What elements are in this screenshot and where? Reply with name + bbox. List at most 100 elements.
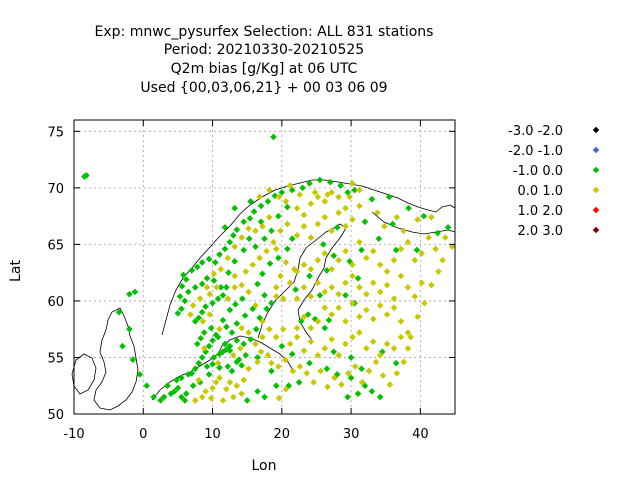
data-point (191, 284, 199, 291)
data-point (390, 304, 398, 312)
data-point (263, 305, 270, 313)
data-point (376, 261, 384, 269)
data-point (206, 311, 214, 318)
data-point (420, 212, 428, 220)
data-point (182, 390, 190, 397)
data-point (296, 191, 304, 198)
data-point (289, 367, 297, 375)
legend-label: -3.0 -2.0 (508, 124, 563, 139)
data-point (306, 359, 313, 367)
data-point (349, 272, 356, 280)
data-point (288, 235, 296, 243)
data-point (288, 350, 296, 358)
data-point (349, 216, 356, 223)
data-point (272, 382, 280, 390)
data-point (335, 256, 342, 264)
data-point (224, 254, 232, 262)
data-point (390, 295, 398, 302)
data-point (306, 180, 313, 187)
data-point (209, 299, 216, 307)
data-point (217, 284, 225, 291)
grid-lines (74, 120, 455, 414)
data-point (439, 256, 446, 264)
data-point (390, 256, 398, 264)
data-point (203, 275, 211, 282)
data-point (266, 186, 273, 194)
data-point (342, 317, 349, 325)
data-point (210, 270, 218, 278)
data-point (249, 261, 257, 269)
data-point (216, 251, 223, 258)
data-point (331, 374, 338, 382)
data-point (243, 397, 251, 404)
data-point (200, 329, 208, 336)
data-point (198, 354, 206, 361)
legend-label: 2.0 3.0 (518, 224, 563, 239)
data-point (327, 178, 334, 186)
data-point (210, 354, 218, 361)
data-point (221, 224, 229, 231)
data-point (219, 397, 227, 404)
data-point (157, 397, 164, 404)
data-point (216, 364, 223, 371)
data-point (203, 363, 211, 370)
data-point (194, 263, 201, 271)
data-point (363, 306, 370, 314)
data-point (214, 359, 222, 367)
data-point (261, 393, 268, 401)
data-point (397, 245, 405, 253)
data-point (300, 261, 308, 269)
data-point (242, 351, 250, 359)
data-point (293, 333, 301, 341)
data-point (212, 379, 220, 386)
data-point (328, 311, 335, 318)
data-point (281, 356, 289, 364)
data-point (216, 374, 223, 382)
data-point (376, 302, 384, 309)
data-point (178, 282, 186, 290)
legend-marker (592, 206, 600, 214)
data-point (189, 302, 197, 309)
data-point (300, 222, 308, 230)
data-point (252, 243, 259, 250)
data-point (376, 288, 384, 296)
data-point (241, 312, 249, 319)
data-point (316, 176, 324, 184)
data-point (358, 379, 366, 386)
data-point (178, 374, 185, 382)
data-point (226, 379, 234, 386)
data-point (129, 356, 137, 364)
legend-entry: 2.0 3.0 (518, 224, 600, 239)
y-tick-label: 65 (47, 238, 64, 253)
data-point (297, 317, 305, 325)
data-point (240, 218, 248, 226)
data-point (335, 209, 342, 217)
data-point (188, 369, 196, 377)
title-line-1: Exp: mnwc_pysurfex Selection: ALL 831 st… (95, 24, 434, 40)
data-point (381, 222, 388, 230)
data-point (411, 293, 419, 300)
data-point (202, 303, 209, 310)
data-point (223, 323, 230, 331)
data-point (286, 182, 294, 189)
data-point (185, 288, 192, 296)
data-point (368, 388, 376, 395)
legend-entry: 0.0 1.0 (518, 184, 600, 199)
data-point (228, 367, 236, 375)
data-point (206, 290, 214, 298)
data-point (320, 241, 327, 248)
legend-entry: -1.0 0.0 (513, 164, 600, 179)
data-point (259, 222, 266, 230)
data-points (81, 133, 456, 404)
x-tick-label: 10 (204, 427, 221, 442)
data-point (282, 385, 290, 393)
data-point (404, 238, 412, 246)
data-point (321, 324, 329, 332)
data-point (321, 198, 329, 205)
data-point (428, 213, 435, 221)
data-point (321, 304, 329, 312)
data-point (342, 340, 349, 348)
data-point (434, 229, 441, 237)
data-point (335, 351, 342, 359)
data-point (317, 367, 324, 375)
